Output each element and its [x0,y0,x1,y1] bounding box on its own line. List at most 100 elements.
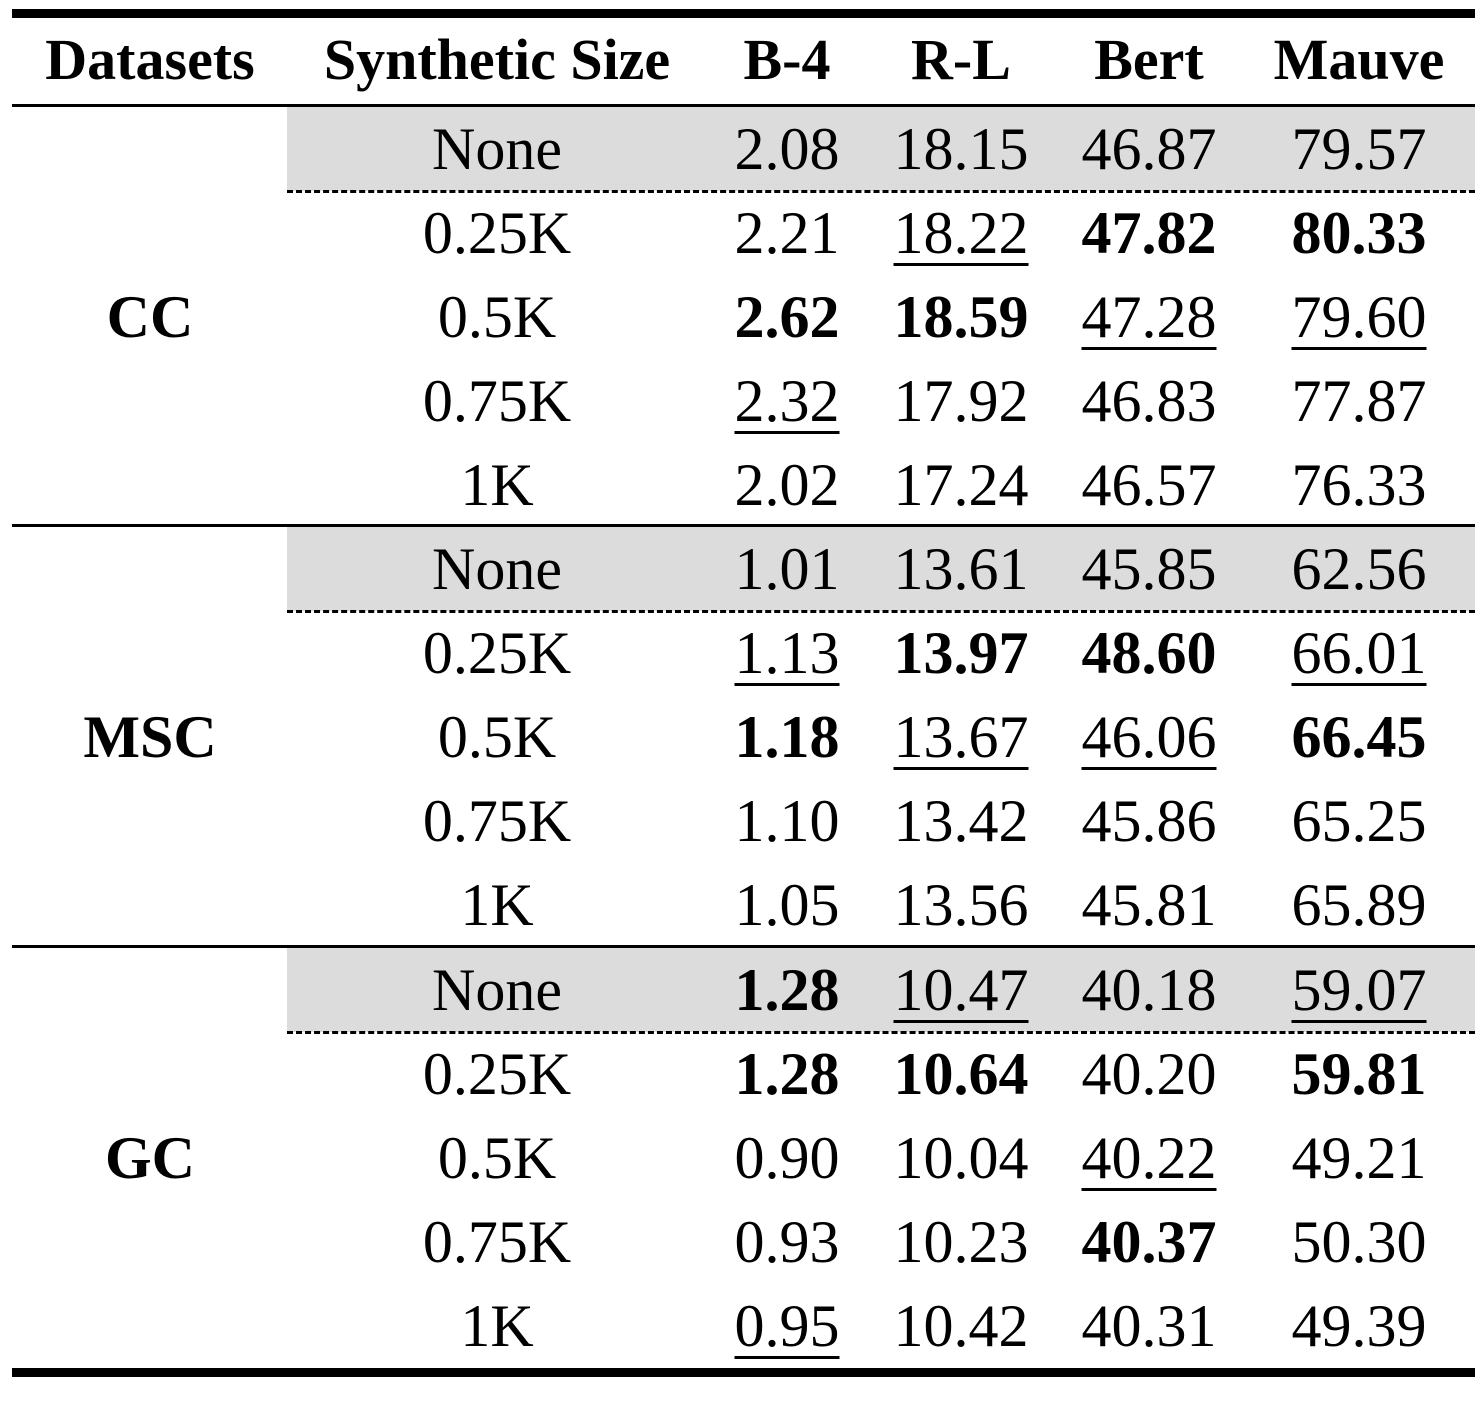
metric-value: 49.21 [1291,1125,1427,1191]
header-cell: Synthetic Size [323,27,671,92]
metric-cell: 65.25 [1259,789,1459,853]
header-cell: R-L [911,27,1011,92]
metric-cell: 0.93 [712,1210,862,1274]
synthetic-size-cell: None [432,116,562,182]
metric-cell: 10.47 [871,958,1051,1022]
metric-cell: 1.28 [712,958,862,1022]
metric-cell: 47.28 [1059,285,1239,349]
synthetic-size-cell: 0.5K [437,284,557,350]
metric-cell: 2.08 [712,117,862,181]
metric-cell: 13.97 [871,621,1051,685]
metric-cell: 13.67 [871,705,1051,769]
metric-cell: 49.39 [1259,1294,1459,1358]
metric-value: 40.22 [1081,1125,1217,1191]
metric-cell: 18.15 [871,117,1051,181]
synthetic-size-cell: 0.25K [422,200,572,266]
metric-value: 2.62 [734,284,840,350]
metric-cell: 2.02 [712,453,862,517]
metric-cell: 66.01 [1259,621,1459,685]
metric-value: 46.57 [1081,452,1217,518]
metric-value: 13.97 [893,620,1029,686]
metric-value: 1.01 [734,536,840,602]
metric-cell: 79.57 [1259,117,1459,181]
dataset-label: CC [106,284,194,350]
metric-value: 10.47 [893,957,1029,1023]
metric-value: 0.90 [734,1125,840,1191]
metric-value: 76.33 [1291,452,1427,518]
metric-cell: 13.56 [871,873,1051,937]
metric-cell: 46.83 [1059,369,1239,433]
baseline-row-shade [287,527,1475,611]
group-rule [12,524,1475,527]
metric-cell: 18.22 [871,201,1051,265]
metric-value: 1.18 [734,704,840,770]
metric-value: 17.24 [893,452,1029,518]
metric-value: 18.59 [893,284,1029,350]
metric-cell: 46.06 [1059,705,1239,769]
metric-cell: 13.42 [871,789,1051,853]
metric-cell: 10.23 [871,1210,1051,1274]
metric-cell: 45.81 [1059,873,1239,937]
metric-cell: 59.81 [1259,1042,1459,1106]
metric-cell: 40.22 [1059,1126,1239,1190]
metric-value: 2.02 [734,452,840,518]
metric-value: 0.95 [734,1293,840,1359]
metric-cell: 48.60 [1059,621,1239,685]
metric-cell: 40.18 [1059,958,1239,1022]
metric-cell: 1.01 [712,537,862,601]
metric-value: 13.56 [893,872,1029,938]
metric-value: 40.31 [1081,1293,1217,1359]
metric-value: 18.15 [893,116,1029,182]
metric-value: 1.05 [734,872,840,938]
metric-cell: 10.64 [871,1042,1051,1106]
metric-cell: 1.18 [712,705,862,769]
metric-value: 40.18 [1081,957,1217,1023]
metric-value: 0.93 [734,1209,840,1275]
metric-value: 10.23 [893,1209,1029,1275]
metric-cell: 17.24 [871,453,1051,517]
metric-value: 79.60 [1291,284,1427,350]
synthetic-size-cell: 0.5K [437,1125,557,1191]
metric-cell: 45.86 [1059,789,1239,853]
metric-value: 48.60 [1081,620,1217,686]
metric-cell: 40.31 [1059,1294,1239,1358]
metric-value: 1.13 [734,620,840,686]
metric-value: 45.86 [1081,788,1217,854]
metric-cell: 79.60 [1259,285,1459,349]
synthetic-size-cell: 0.25K [422,1041,572,1107]
metric-value: 10.42 [893,1293,1029,1359]
metric-value: 13.61 [893,536,1029,602]
synthetic-size-cell: 1K [460,452,534,518]
metric-value: 13.42 [893,788,1029,854]
metric-value: 47.82 [1081,200,1217,266]
metric-cell: 80.33 [1259,201,1459,265]
metric-cell: 40.37 [1059,1210,1239,1274]
metric-value: 1.10 [734,788,840,854]
header-cell: B-4 [743,27,831,92]
metric-value: 46.87 [1081,116,1217,182]
metric-cell: 10.04 [871,1126,1051,1190]
bottom-rule [12,1368,1475,1377]
metric-cell: 65.89 [1259,873,1459,937]
metric-value: 46.83 [1081,368,1217,434]
metric-cell: 47.82 [1059,201,1239,265]
metric-value: 66.45 [1291,704,1427,770]
metric-cell: 1.10 [712,789,862,853]
metric-cell: 50.30 [1259,1210,1459,1274]
synthetic-size-cell: 0.75K [422,788,572,854]
metric-cell: 13.61 [871,537,1051,601]
metric-value: 1.28 [734,957,840,1023]
metric-cell: 2.62 [712,285,862,349]
metric-value: 66.01 [1291,620,1427,686]
baseline-row-shade [287,107,1475,191]
metric-cell: 46.87 [1059,117,1239,181]
metric-cell: 2.21 [712,201,862,265]
metric-value: 62.56 [1291,536,1427,602]
group-rule [12,945,1475,948]
dataset-label: GC [105,1125,195,1191]
metric-value: 80.33 [1291,200,1427,266]
metric-value: 2.32 [734,368,840,434]
metric-value: 79.57 [1291,116,1427,182]
header-cell: Mauve [1273,27,1445,92]
